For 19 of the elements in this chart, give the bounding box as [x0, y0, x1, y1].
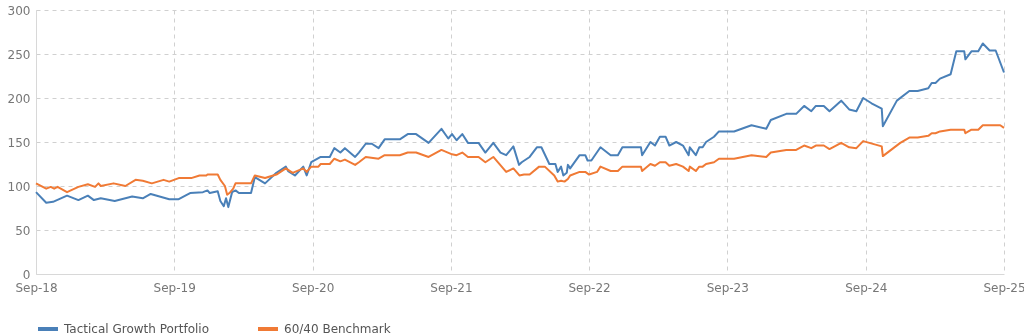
x-tick-label: Sep-24 [845, 280, 888, 295]
y-tick-label: 50 [15, 223, 31, 238]
x-tick-label: Sep-21 [430, 280, 473, 295]
legend-label: Tactical Growth Portfolio [63, 322, 210, 334]
line-series [35, 124, 1005, 196]
y-tick-label: 300 [7, 3, 31, 18]
y-tick-label: 100 [7, 179, 31, 194]
y-tick-label: 0 [22, 267, 31, 282]
y-tick-label: 200 [7, 91, 31, 106]
x-tick-label: Sep-20 [292, 280, 335, 295]
line-series [35, 42, 1005, 209]
x-tick-label: Sep-23 [706, 280, 749, 295]
y-tick-label: 150 [7, 135, 31, 150]
x-tick-label: Sep-22 [568, 280, 611, 295]
legend-label: 60/40 Benchmark [284, 322, 391, 334]
x-tick-label: Sep-25 [983, 280, 1024, 295]
x-tick-label: Sep-19 [153, 280, 196, 295]
x-tick-label: Sep-18 [15, 280, 58, 295]
y-tick-label: 250 [7, 47, 31, 62]
